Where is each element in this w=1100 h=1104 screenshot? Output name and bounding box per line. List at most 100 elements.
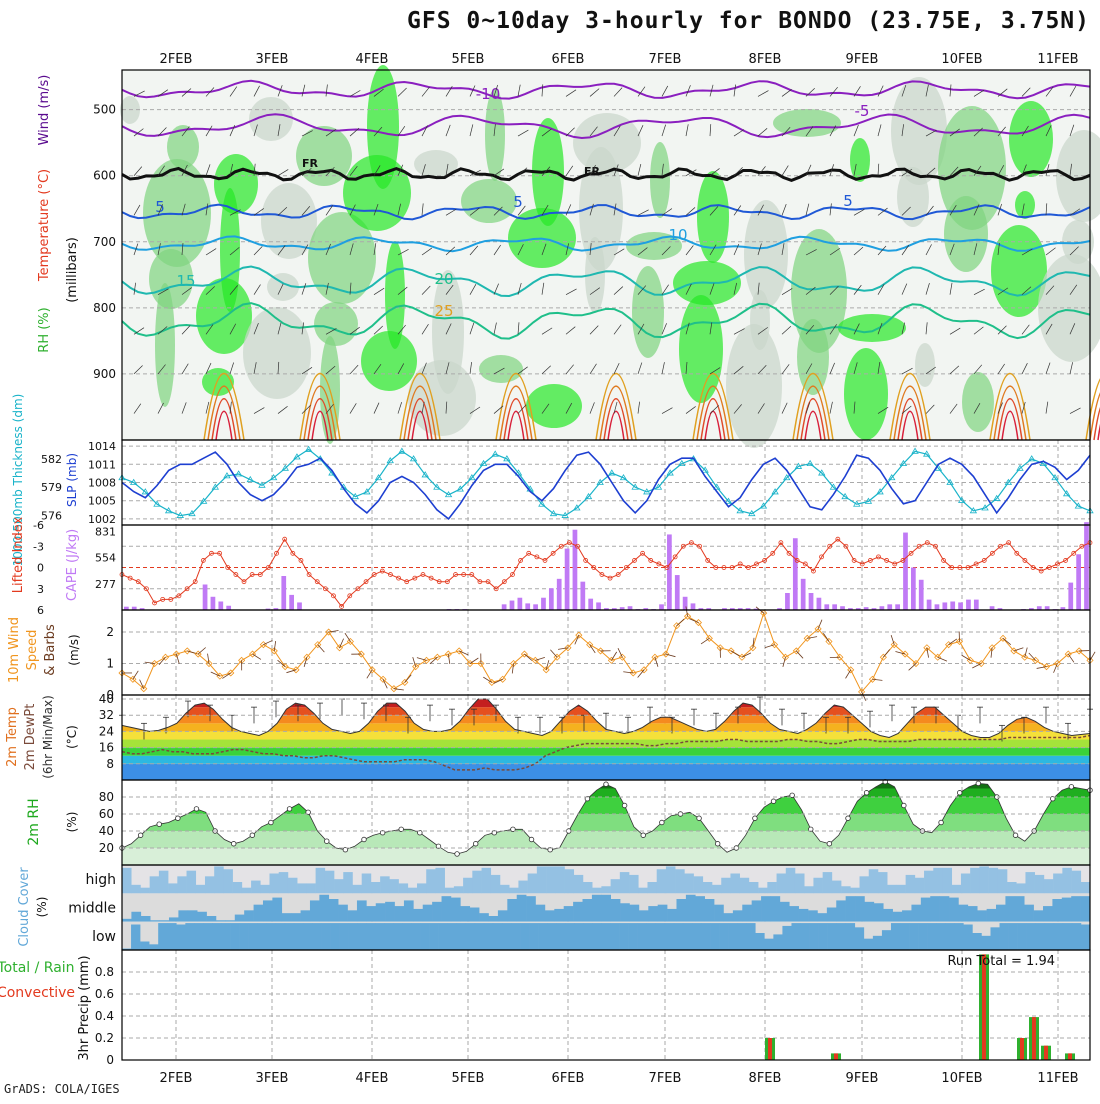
cloud-cover-bar (466, 923, 475, 950)
cloud-cover-bar (846, 923, 855, 950)
date-label-bottom: 10FEB (941, 1071, 982, 1086)
cape-bar (966, 600, 971, 610)
cape-bar (950, 602, 955, 611)
rh-band (122, 831, 1090, 848)
cloud-cover-bar (981, 936, 990, 950)
cloud-cover-bar (216, 920, 226, 921)
cloud-cover-bar (1000, 923, 1009, 950)
lifted-axis-label: Lifted Index (11, 516, 26, 593)
cloud-cover-bar (357, 900, 367, 921)
temp2m-label: 2m Temp (5, 707, 20, 767)
date-label-bottom: 9FEB (846, 1071, 879, 1086)
rh-shading (526, 384, 582, 428)
cape-axis-label: CAPE (J/kg) (65, 529, 80, 601)
cloud-cover-bar (421, 923, 430, 950)
cloud-cover-bar (439, 923, 448, 950)
cloud-cover-bar (448, 923, 457, 950)
cape-bar (667, 534, 672, 610)
precip-convective-bar (834, 1053, 838, 1060)
cape-bar (817, 598, 822, 610)
precip-convective-bar (982, 954, 986, 1060)
lifted-tick-label: 3 (37, 583, 44, 596)
rh-point (864, 790, 869, 795)
date-label-top: 10FEB (941, 52, 982, 67)
rh-point (697, 816, 702, 821)
cape-bar (958, 602, 963, 610)
temperature-band (122, 731, 1090, 739)
date-label-top: 9FEB (846, 52, 879, 67)
cloud-cover-bar (728, 923, 737, 950)
thickness-tick-label: 576 (41, 510, 62, 523)
cloud-cover-bar (517, 895, 527, 922)
rh-band (122, 848, 1090, 865)
rh-shading (243, 307, 311, 399)
cloud-cover-bar (484, 923, 493, 950)
cape-bar (297, 602, 302, 610)
cloud-cover-bar (160, 920, 170, 921)
rh-point (473, 841, 478, 846)
rh-point (157, 822, 162, 827)
cloud-cover-bar (366, 923, 375, 950)
cloud-cover-bar (927, 923, 936, 950)
cloud-cover-bar (846, 896, 856, 922)
cloud-cover-bar (676, 899, 686, 922)
temperature-tick-label: 8 (106, 757, 114, 771)
cloud-cover-bar (565, 923, 574, 950)
precip-convective-bar (1032, 1017, 1036, 1060)
cloud-cover-bar (574, 923, 583, 950)
cloud-cover-bar (493, 923, 502, 950)
cloud-cover-bar (819, 923, 828, 950)
rh-point (269, 820, 274, 825)
precip-tick-label: 0 (106, 1053, 114, 1067)
wind-barb-10m (133, 671, 138, 679)
date-label-bottom: 6FEB (552, 1071, 585, 1086)
cloud-cover-bar (291, 913, 301, 922)
wind-barb-10m (470, 658, 478, 664)
cloud-cover-bar (536, 905, 546, 922)
cloud-cover-bar (683, 923, 692, 950)
cloud-level-label: low (92, 929, 116, 945)
minmax-label: (6hr Min/Max) (41, 695, 55, 779)
cloud-cover-bar (442, 896, 452, 922)
lifted-tick-label: 6 (37, 604, 44, 617)
cloud-cover-bar (188, 910, 198, 921)
cloud-cover-bar (489, 916, 499, 922)
cloud-cover-bar (457, 923, 466, 950)
rh-tick-label: 40 (99, 824, 114, 838)
cloud-cover-bar (348, 910, 358, 921)
cloud-cover-bar (254, 905, 264, 922)
cloud-cover-bar (692, 923, 701, 950)
date-label-top: 7FEB (649, 52, 682, 67)
precip-run-total: Run Total = 1.94 (947, 954, 1055, 969)
rh-point (194, 807, 199, 812)
cloud-cover-bar (882, 930, 891, 950)
cloud-cover-bar (176, 925, 185, 951)
rh-tick-label: 60 (99, 807, 114, 821)
temperature-band (122, 748, 1090, 756)
cloud-cover-bar (701, 923, 710, 950)
date-label-top: 2FEB (160, 52, 193, 67)
rh-point (362, 837, 367, 842)
cape-bar (218, 602, 223, 611)
rh-point (529, 837, 534, 842)
cape-bar (974, 600, 979, 610)
cloud-cover-bar (918, 923, 927, 950)
cape-bar (1076, 554, 1081, 610)
cloud-cover-bar (282, 913, 292, 922)
cloud-cover-bar (611, 899, 621, 922)
rh-point (902, 803, 907, 808)
cape-bar (289, 595, 294, 610)
cloud-cover-bar (638, 923, 647, 950)
cloud-cover-bar (258, 923, 267, 950)
cloud-cover-bar (714, 905, 724, 922)
cloud-cover-bar (930, 896, 940, 922)
cloud-cover-bar (1005, 896, 1015, 922)
cape-bar (942, 602, 947, 610)
wind-barb-10m (909, 664, 916, 671)
rh-shading (155, 283, 175, 407)
cloud-cover-bar (1015, 896, 1025, 922)
cloud-cover-bar (583, 923, 592, 950)
pressure-tick-label: 500 (93, 103, 116, 117)
cloud-cover-bar (733, 910, 743, 921)
cape-bar (911, 568, 916, 611)
